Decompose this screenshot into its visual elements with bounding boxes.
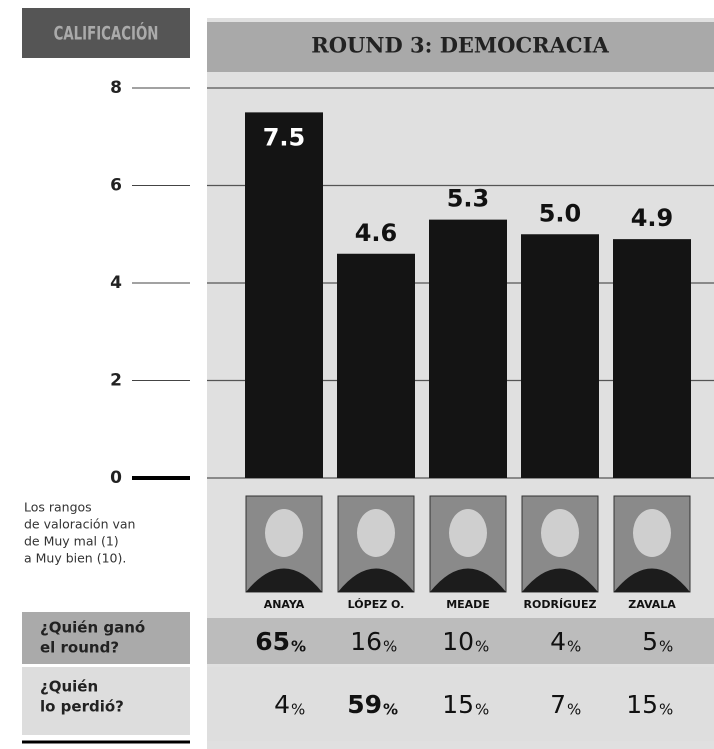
row-label: ¿Quién ganó (40, 619, 145, 637)
y-tick-label: 2 (110, 371, 122, 391)
table-value: 15 (442, 690, 474, 719)
table-unit: % (383, 638, 397, 656)
bar (245, 112, 323, 478)
note: de Muy mal (1) (24, 534, 119, 549)
bar (337, 253, 415, 478)
table-value: 4 (550, 627, 566, 656)
photo-body (430, 568, 506, 592)
table-value: 7 (550, 690, 566, 719)
row-label-bg (22, 667, 190, 735)
y-tick-label: 4 (110, 273, 122, 293)
value-label: 7.5 (263, 123, 306, 151)
row-label: el round? (40, 639, 119, 657)
y-tick-label: 0 (110, 468, 122, 488)
table-value: 15 (626, 690, 658, 719)
note: a Muy bien (10). (24, 551, 126, 566)
table-value: 16 (350, 627, 382, 656)
table-unit: % (291, 638, 306, 656)
photo-head (633, 509, 671, 557)
table-unit: % (567, 701, 581, 719)
table-unit: % (291, 701, 305, 719)
x-tick-label: MEADE (446, 598, 490, 611)
y-tick-label: 8 (110, 78, 122, 98)
value-label: 4.6 (355, 219, 398, 247)
table-unit: % (659, 701, 673, 719)
value-label: 4.9 (631, 204, 674, 232)
photo-body (338, 568, 414, 592)
table-unit: % (475, 701, 489, 719)
x-tick-label: LÓPEZ O. (348, 598, 405, 611)
value-label: 5.3 (447, 185, 490, 213)
y-tick-label: 6 (110, 176, 122, 196)
bar (521, 234, 599, 478)
photo-head (449, 509, 487, 557)
y-axis-title: CALIFICACIÓN (54, 21, 159, 46)
row-label-bg (22, 612, 190, 664)
table-unit: % (475, 638, 489, 656)
table-value: 65 (255, 627, 290, 656)
x-tick-label: ZAVALA (628, 598, 676, 611)
photo-body (522, 568, 598, 592)
row-bg (207, 618, 714, 664)
value-label: 5.0 (539, 199, 582, 227)
bar (613, 239, 691, 478)
row-label: ¿Quién (40, 678, 98, 696)
x-tick-label: ANAYA (264, 598, 305, 611)
row-bg (207, 667, 714, 741)
table-value: 59 (347, 690, 382, 719)
x-tick-label: RODRÍGUEZ (524, 598, 597, 611)
table-value: 5 (642, 627, 658, 656)
photo-head (357, 509, 395, 557)
table-unit: % (567, 638, 581, 656)
bar (429, 219, 507, 478)
table-unit: % (383, 701, 398, 719)
table-value: 4 (274, 690, 290, 719)
photo-body (614, 568, 690, 592)
photo-body (246, 568, 322, 592)
chart-title: ROUND 3: DEMOCRACIA (311, 33, 609, 58)
row-label: lo perdió? (40, 698, 124, 716)
photo-head (541, 509, 579, 557)
photo-head (265, 509, 303, 557)
note: de valoración van (24, 517, 135, 532)
y-label-box (22, 8, 190, 58)
title-bar (207, 22, 714, 72)
table-unit: % (659, 638, 673, 656)
table-value: 10 (442, 627, 474, 656)
note: Los rangos (24, 500, 92, 515)
